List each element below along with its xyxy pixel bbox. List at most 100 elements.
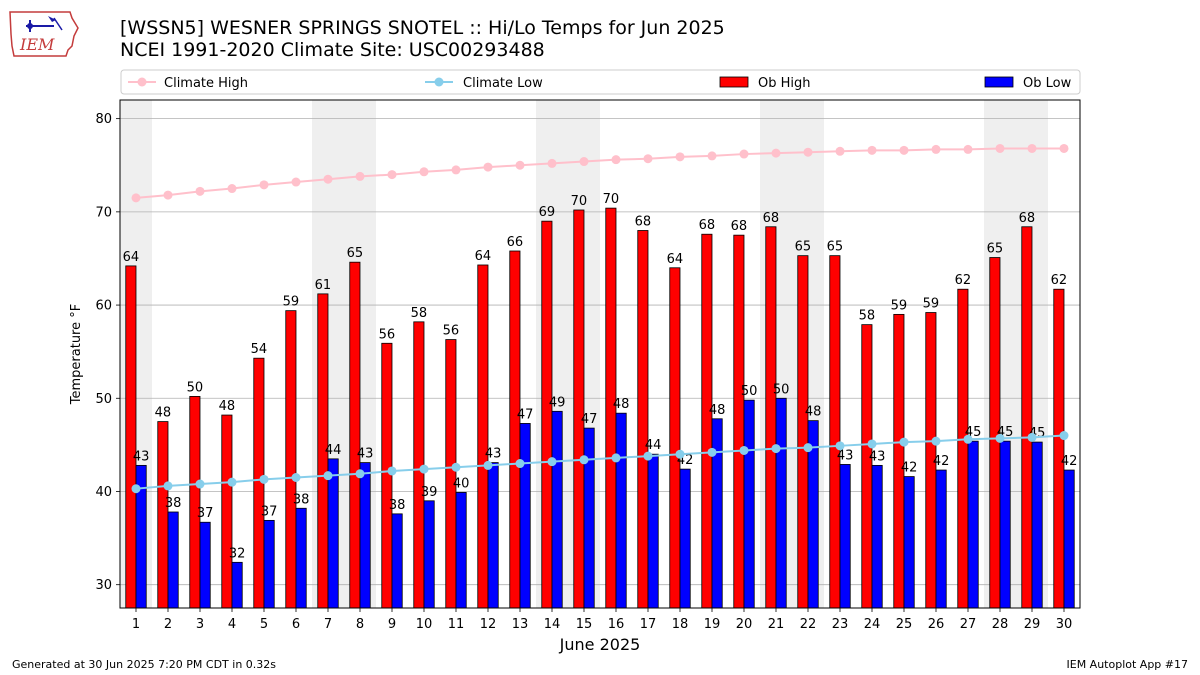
ob-low-bar: [487, 462, 499, 609]
climate-high-point: [355, 171, 365, 181]
ob-high-data-label: 68: [635, 214, 652, 229]
ob-high-data-label: 65: [827, 240, 844, 255]
climate-low-point: [355, 469, 365, 479]
ob-low-data-label: 37: [261, 504, 278, 519]
climate-low-point: [771, 444, 781, 454]
ob-high-data-label: 70: [571, 194, 588, 209]
climate-low-point: [291, 473, 301, 483]
ob-low-data-label: 47: [581, 412, 598, 427]
ob-high-data-label: 66: [507, 235, 524, 250]
ob-low-data-label: 48: [613, 397, 630, 412]
legend-climate-low-marker: [434, 77, 444, 87]
climate-low-point: [451, 462, 461, 472]
climate-high-point: [835, 146, 845, 156]
ob-low-bar: [903, 476, 915, 609]
ob-low-data-label: 40: [453, 476, 470, 491]
plot-frame: [119, 99, 1081, 609]
x-tick-label: 9: [388, 617, 396, 632]
ob-high-data-label: 65: [347, 246, 364, 261]
ob-low-bar: [231, 561, 243, 609]
x-tick-label: 18: [672, 617, 689, 632]
ob-high-data-label: 64: [667, 252, 684, 267]
legend-climate-low-label: Climate Low: [463, 76, 543, 91]
x-tick-label: 25: [896, 617, 913, 632]
ob-high-bar: [765, 226, 777, 609]
climate-low-point: [131, 484, 141, 494]
y-tick-label: 70: [95, 205, 112, 220]
ob-high-data-label: 68: [699, 218, 716, 233]
ob-low-data-label: 39: [421, 485, 438, 500]
ob-low-bar: [199, 521, 211, 609]
ob-high-data-label: 58: [859, 309, 876, 324]
ob-low-bar: [1031, 441, 1043, 609]
y-tick-label: 80: [95, 112, 112, 127]
climate-low-point: [259, 474, 269, 484]
ob-high-data-label: 48: [155, 406, 172, 421]
ob-high-data-label: 61: [315, 278, 332, 293]
x-axis-label: June 2025: [559, 635, 641, 654]
climate-low-point: [643, 451, 653, 461]
x-tick-label: 6: [292, 617, 300, 632]
ob-low-data-label: 43: [357, 447, 374, 462]
climate-high-point: [611, 155, 621, 165]
ob-high-data-label: 64: [475, 249, 492, 264]
ob-low-data-label: 42: [1061, 454, 1078, 469]
iem-logo: IEM: [8, 6, 82, 60]
ob-low-data-label: 44: [325, 443, 342, 458]
climate-high-point: [131, 193, 141, 203]
ob-low-bar: [327, 458, 339, 609]
ob-high-data-label: 68: [731, 219, 748, 234]
ob-high-data-label: 69: [539, 205, 556, 220]
ob-low-data-label: 44: [645, 438, 662, 453]
climate-low-point: [419, 464, 429, 474]
x-tick-label: 12: [480, 617, 497, 632]
ob-low-bar: [775, 397, 787, 609]
climate-low-point: [931, 436, 941, 446]
x-tick-label: 13: [512, 617, 529, 632]
ob-high-bar: [541, 220, 553, 609]
ob-low-data-label: 32: [229, 546, 246, 561]
climate-high-point: [931, 144, 941, 154]
climate-high-point: [579, 157, 589, 167]
ob-high-bar: [1053, 288, 1065, 609]
x-tick-label: 16: [608, 617, 625, 632]
climate-low-point: [675, 449, 685, 459]
climate-high-point: [963, 144, 973, 154]
ob-low-bar: [167, 511, 179, 609]
ob-low-data-label: 38: [389, 498, 406, 513]
y-axis-label: Temperature °F: [69, 304, 84, 405]
climate-high-point: [323, 174, 333, 184]
ob-low-bar: [839, 464, 851, 609]
ob-low-bar: [647, 453, 659, 609]
ob-high-data-label: 56: [379, 327, 396, 342]
ob-high-bar: [701, 233, 713, 609]
x-tick-label: 19: [704, 617, 721, 632]
climate-low-point: [1027, 432, 1037, 442]
ob-low-data-label: 43: [837, 448, 854, 463]
climate-high-line: [135, 147, 1064, 199]
x-tick-label: 3: [196, 617, 204, 632]
ob-low-data-label: 50: [741, 384, 758, 399]
climate-low-point: [323, 471, 333, 481]
climate-high-point: [643, 154, 653, 164]
page-title: [WSSN5] WESNER SPRINGS SNOTEL :: Hi/Lo T…: [120, 17, 725, 39]
ob-low-bar: [615, 412, 627, 609]
y-tick-label: 50: [95, 392, 112, 407]
climate-low-point: [803, 443, 813, 453]
ob-low-bar: [551, 410, 563, 609]
ob-high-bar: [573, 209, 585, 609]
climate-low-line: [135, 434, 1065, 490]
ob-high-data-label: 70: [603, 192, 620, 207]
ob-high-data-label: 59: [283, 295, 300, 310]
ob-high-bar: [509, 250, 521, 609]
ob-high-bar: [957, 288, 969, 609]
climate-high-point: [995, 143, 1005, 153]
climate-high-point: [771, 148, 781, 158]
ob-low-bar: [1063, 469, 1075, 609]
ob-low-bar: [967, 440, 979, 609]
ob-high-data-label: 58: [411, 306, 428, 321]
climate-low-point: [1059, 431, 1069, 441]
ob-high-data-label: 59: [891, 298, 908, 313]
climate-low-point: [707, 447, 717, 457]
